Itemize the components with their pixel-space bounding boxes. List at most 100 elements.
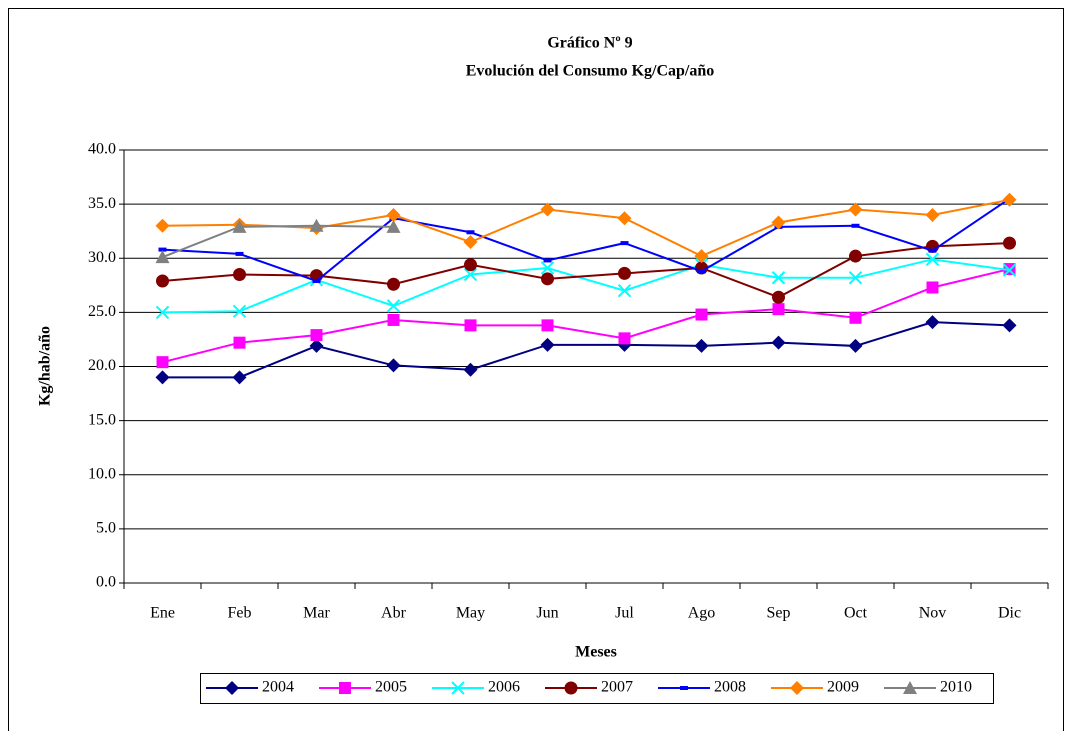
- legend-label: 2009: [827, 679, 859, 696]
- marker: [155, 305, 170, 320]
- marker: [1002, 318, 1017, 333]
- x-tick-label: Sep: [767, 605, 791, 622]
- marker: [451, 681, 465, 695]
- marker: [926, 281, 939, 294]
- marker: [387, 277, 400, 291]
- marker: [543, 258, 552, 263]
- x-tick-label: Dic: [998, 605, 1021, 622]
- marker: [848, 338, 863, 353]
- marker: [309, 218, 324, 232]
- marker: [155, 218, 170, 233]
- marker: [848, 202, 863, 217]
- marker: [680, 686, 688, 690]
- marker: [386, 299, 401, 313]
- marker: [463, 362, 478, 377]
- x-tick-label: Jun: [536, 605, 558, 622]
- marker: [233, 267, 246, 281]
- y-tick-label: 10.0: [88, 465, 116, 482]
- marker: [232, 304, 247, 319]
- marker: [925, 252, 940, 267]
- marker: [541, 272, 554, 286]
- legend-label: 2004: [262, 679, 294, 696]
- series-line: [162, 268, 1010, 364]
- marker: [232, 219, 247, 233]
- y-tick-label: 25.0: [88, 303, 116, 320]
- series-line: [162, 258, 1010, 314]
- marker: [463, 235, 478, 250]
- marker: [158, 247, 167, 252]
- marker: [386, 207, 401, 222]
- marker: [232, 370, 247, 385]
- marker: [156, 274, 169, 288]
- x-tick-label: Nov: [919, 605, 947, 622]
- marker: [156, 356, 169, 369]
- marker: [1002, 263, 1017, 277]
- legend-label: 2010: [940, 679, 972, 696]
- marker: [540, 337, 555, 352]
- marker: [540, 202, 555, 217]
- marker: [155, 250, 170, 264]
- marker: [772, 303, 785, 316]
- marker: [541, 319, 554, 332]
- y-tick-label: 35.0: [88, 195, 116, 212]
- marker: [928, 248, 937, 253]
- marker: [617, 211, 632, 226]
- marker: [1003, 236, 1016, 250]
- series-line: [162, 321, 1010, 379]
- marker: [312, 278, 321, 283]
- marker: [851, 223, 860, 228]
- x-tick-label: Jul: [615, 605, 634, 622]
- marker: [464, 258, 477, 272]
- marker: [618, 332, 631, 345]
- chart-subtitle: Evolución del Consumo Kg/Cap/año: [466, 63, 715, 80]
- marker: [155, 370, 170, 385]
- marker: [564, 681, 578, 695]
- marker: [310, 329, 323, 342]
- x-tick-label: May: [456, 605, 485, 622]
- x-axis-label: Meses: [575, 644, 617, 661]
- marker: [695, 308, 708, 321]
- chart-frame: [8, 8, 1064, 736]
- marker: [790, 681, 804, 695]
- legend-label: 2007: [601, 679, 633, 696]
- marker: [925, 207, 940, 222]
- marker: [849, 311, 862, 324]
- x-tick-label: Ene: [150, 605, 175, 622]
- marker: [848, 271, 863, 285]
- series-line: [162, 197, 1011, 283]
- chart-title: Gráfico Nº 9: [547, 35, 632, 52]
- marker: [620, 241, 629, 246]
- x-tick-label: Abr: [381, 605, 407, 622]
- y-tick-label: 0.0: [96, 574, 116, 591]
- marker: [617, 284, 632, 298]
- y-tick-label: 5.0: [96, 520, 116, 537]
- marker: [903, 681, 917, 694]
- marker: [235, 251, 244, 256]
- marker: [466, 230, 475, 235]
- marker: [233, 336, 246, 349]
- marker: [849, 249, 862, 263]
- marker: [339, 682, 351, 694]
- marker: [464, 319, 477, 332]
- marker: [463, 267, 478, 282]
- y-tick-label: 30.0: [88, 249, 116, 266]
- legend-label: 2006: [488, 679, 520, 696]
- marker: [387, 313, 400, 326]
- y-tick-label: 15.0: [88, 411, 116, 428]
- marker: [694, 249, 709, 264]
- marker: [771, 271, 786, 285]
- legend-label: 2008: [714, 679, 746, 696]
- marker: [694, 338, 709, 353]
- y-axis-label: Kg/hab/año: [37, 326, 54, 406]
- marker: [925, 315, 940, 330]
- marker: [771, 215, 786, 230]
- marker: [386, 358, 401, 373]
- series-line: [162, 198, 1010, 258]
- marker: [309, 338, 324, 353]
- marker: [618, 266, 631, 280]
- marker: [772, 290, 785, 304]
- marker: [697, 269, 706, 274]
- marker: [540, 261, 555, 275]
